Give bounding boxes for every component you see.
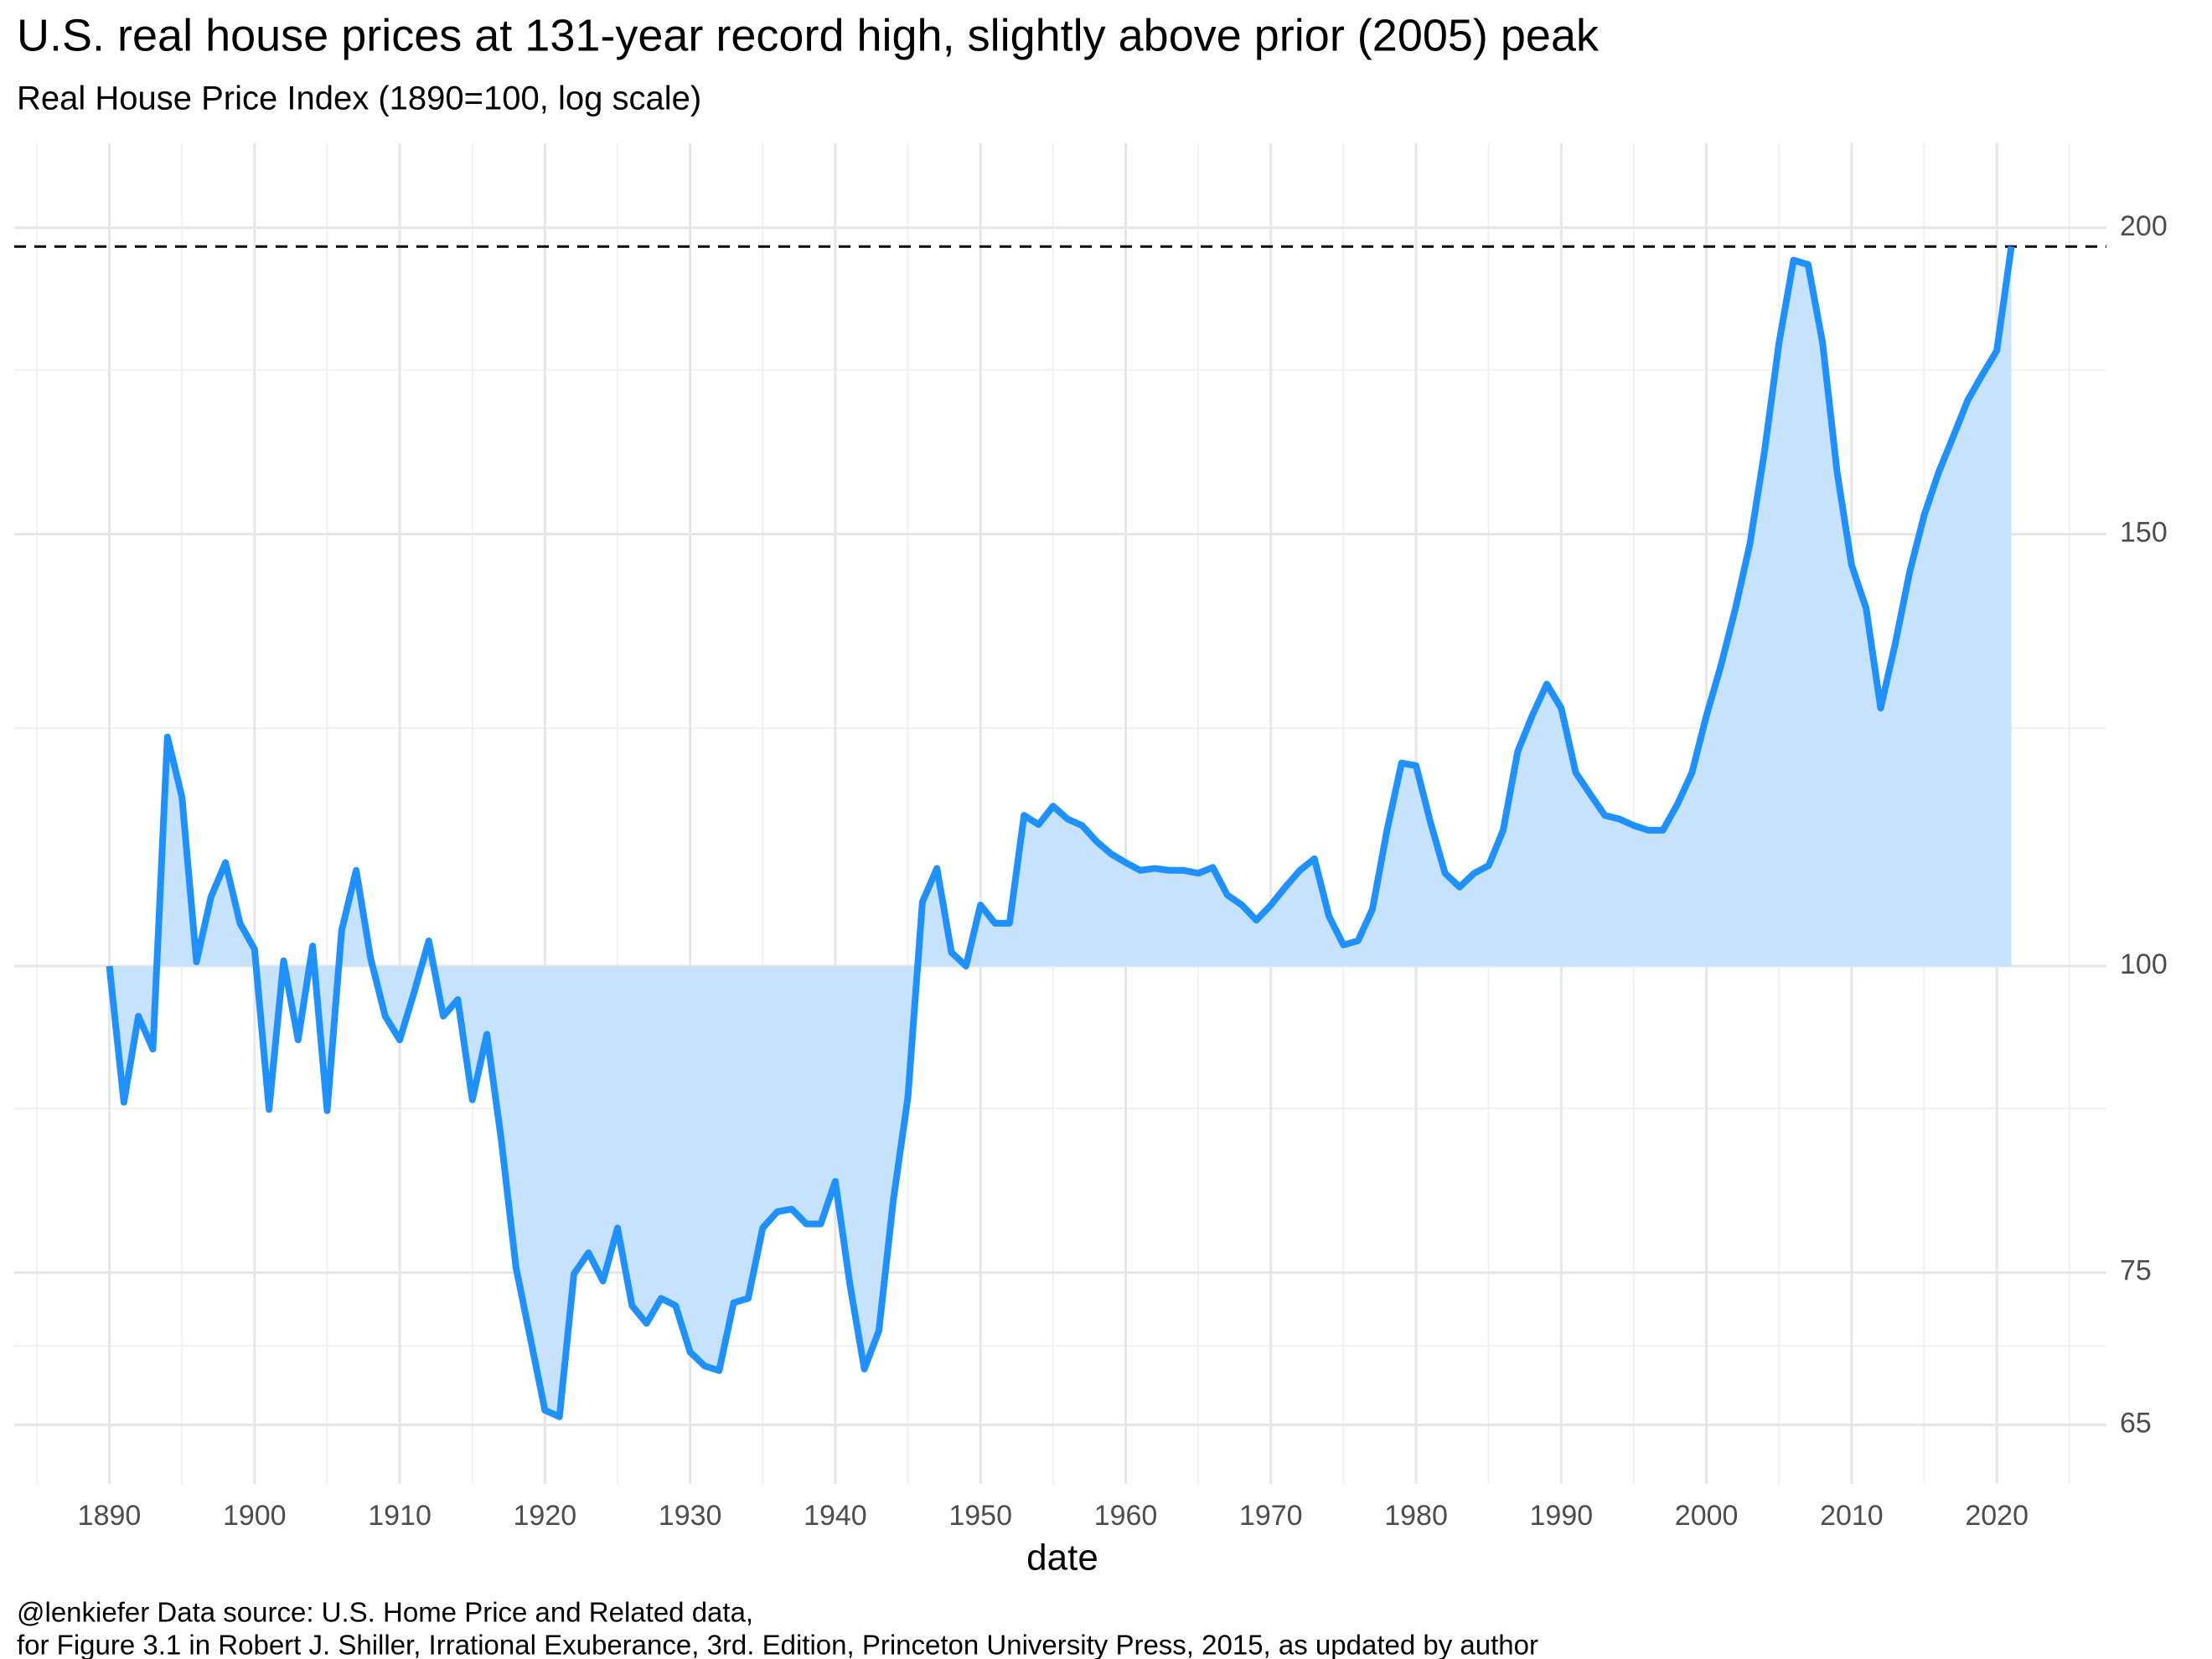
y-tick-label: 100 bbox=[2120, 948, 2168, 980]
x-tick-label: 1920 bbox=[514, 1500, 577, 1532]
x-tick-label: 1950 bbox=[948, 1500, 1012, 1532]
line bbox=[106, 245, 2015, 1420]
y-tick-label: 75 bbox=[2120, 1255, 2152, 1287]
x-tick-label: 1970 bbox=[1239, 1500, 1303, 1532]
x-tick-label: 1980 bbox=[1384, 1500, 1448, 1532]
x-tick-label: 1910 bbox=[368, 1500, 432, 1532]
x-tick-label: 2000 bbox=[1675, 1500, 1739, 1532]
caption: for Figure 3.1 in Robert J. Shiller, Irr… bbox=[17, 1630, 1538, 1659]
x-tick-label: 1960 bbox=[1094, 1500, 1158, 1532]
y-tick-label: 200 bbox=[2120, 210, 2168, 242]
chart-subtitle: Real House Price Index (1890=100, log sc… bbox=[17, 80, 701, 117]
x-tick-label: 1930 bbox=[659, 1500, 722, 1532]
x-tick-label: 1990 bbox=[1530, 1500, 1594, 1532]
chart-title: U.S. real house prices at 131-year recor… bbox=[17, 10, 1600, 60]
x-axis-label: date bbox=[1026, 1538, 1098, 1579]
y-tick-label: 65 bbox=[2120, 1408, 2152, 1439]
x-tick-label: 1900 bbox=[223, 1500, 287, 1532]
caption: @lenkiefer Data source: U.S. Home Price … bbox=[17, 1597, 753, 1628]
x-tick-label: 1940 bbox=[804, 1500, 867, 1532]
area bbox=[109, 246, 2012, 1417]
y-tick-label: 150 bbox=[2120, 516, 2168, 548]
x-tick-label: 2020 bbox=[1965, 1500, 2029, 1532]
x-tick-label: 2010 bbox=[1820, 1500, 1884, 1532]
x-tick-label: 1890 bbox=[78, 1500, 142, 1532]
